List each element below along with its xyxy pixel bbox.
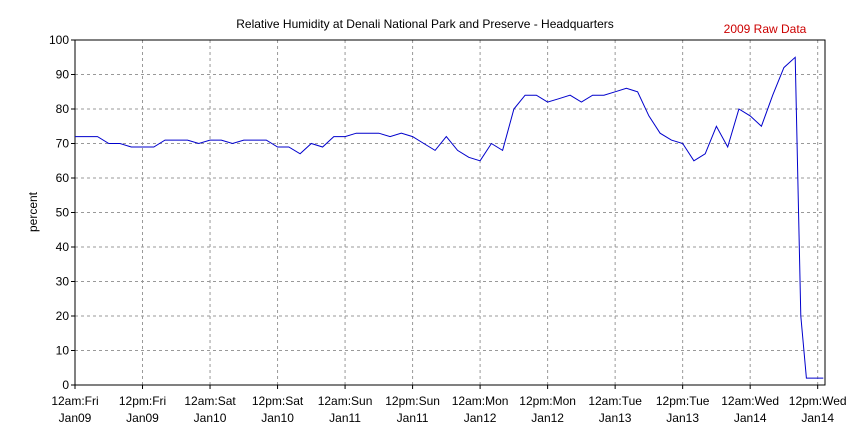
y-tick-label: 60 <box>56 171 70 185</box>
data-line <box>75 56 824 379</box>
x-tick-label: 12am:Mon Jan12 <box>452 394 509 425</box>
x-tick-label: 12am:Sun Jan11 <box>318 394 373 425</box>
x-tick-label: 12am:Wed Jan14 <box>721 394 779 425</box>
plot-frame <box>74 39 826 386</box>
y-tick-label: 80 <box>56 102 70 116</box>
x-tick-label: 12am:Sat Jan10 <box>184 394 236 425</box>
y-axis-label: percent <box>26 191 40 232</box>
x-tick-label: 12pm:Wed Jan14 <box>789 394 847 425</box>
x-tick-label: 12pm:Fri Jan09 <box>119 394 166 425</box>
chart-title: Relative Humidity at Denali National Par… <box>236 17 614 31</box>
x-tick-label: 12pm:Sun Jan11 <box>385 394 440 425</box>
x-tick-label: 12pm:Tue Jan13 <box>656 394 710 425</box>
x-tick-label: 12am:Tue Jan13 <box>588 394 642 425</box>
y-tick-label: 30 <box>56 275 70 289</box>
y-tick-label: 90 <box>56 68 70 82</box>
y-tick-label: 0 <box>62 378 69 392</box>
x-tick-label: 12pm:Mon Jan12 <box>519 394 576 425</box>
y-tick-label: 10 <box>56 344 70 358</box>
y-tick-label: 20 <box>56 309 70 323</box>
annotation: 2009 Raw Data <box>724 22 807 36</box>
y-tick-label: 40 <box>56 240 70 254</box>
y-tick-label: 50 <box>56 206 70 220</box>
x-tick-label: 12pm:Sat Jan10 <box>252 394 304 425</box>
y-tick-label: 70 <box>56 137 70 151</box>
y-tick-label: 100 <box>49 33 69 47</box>
x-tick-label: 12am:Fri Jan09 <box>51 394 98 425</box>
